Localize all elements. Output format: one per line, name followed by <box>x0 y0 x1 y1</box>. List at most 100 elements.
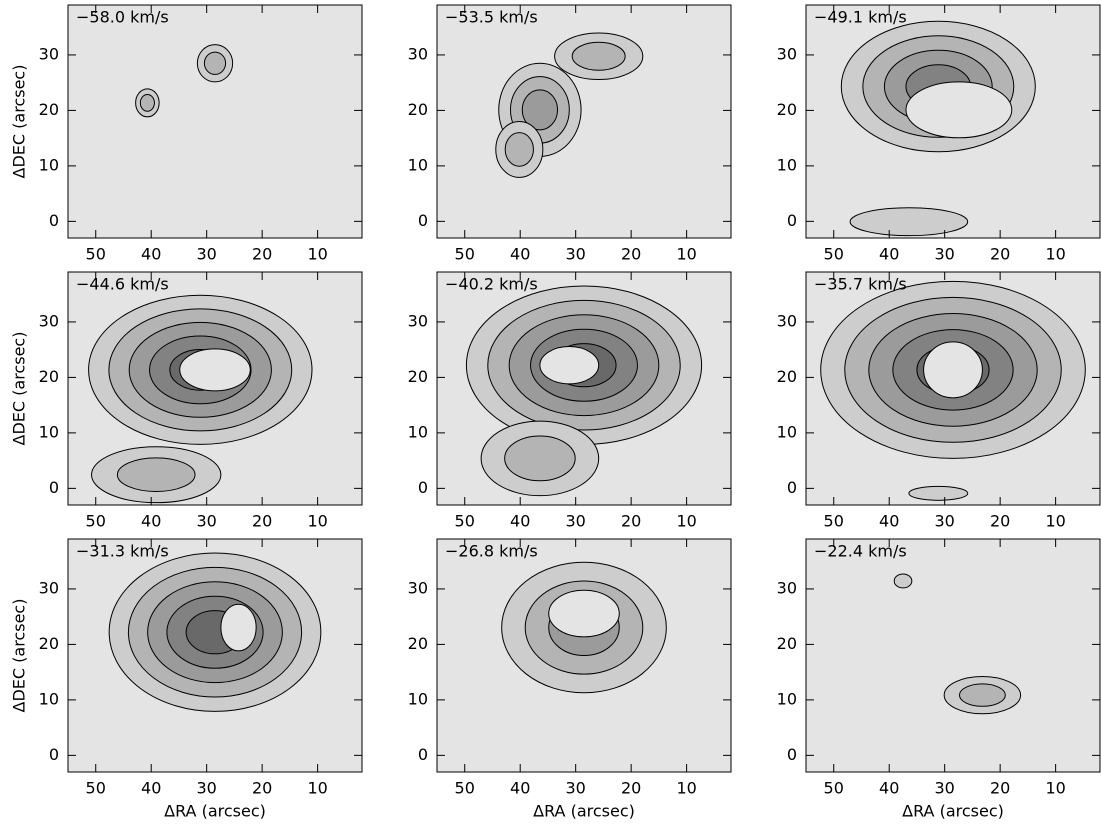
frame <box>67 538 363 773</box>
contour <box>179 348 251 392</box>
contour <box>923 341 983 399</box>
x-tick-label: 20 <box>621 512 641 531</box>
x-tick-label: 30 <box>934 245 954 264</box>
y-axis-label: ΔDEC (arcsec) <box>10 599 29 713</box>
panel-title: −22.4 km/s <box>814 542 907 561</box>
x-tick-label: 10 <box>307 512 327 531</box>
x-tick-label: 50 <box>455 512 475 531</box>
emission <box>135 44 234 118</box>
y-axis-label: ΔDEC (arcsec) <box>10 65 29 179</box>
x-tick-label: 50 <box>824 245 844 264</box>
x-tick-label: 50 <box>455 779 475 798</box>
y-tick-label: 30 <box>39 44 59 63</box>
panel-title: −53.5 km/s <box>445 8 538 27</box>
x-tick-label: 40 <box>879 779 899 798</box>
x-tick-label: 40 <box>141 245 161 264</box>
x-tick-label: 30 <box>934 779 954 798</box>
x-tick-label: 50 <box>86 245 106 264</box>
x-tick-label: 20 <box>621 779 641 798</box>
y-tick-label: 30 <box>777 44 797 63</box>
panel: 50 40 30 20 10 0 10 20 30 −31.3 km/s ΔDEC (arcsec)… <box>10 538 363 821</box>
emission <box>88 294 313 504</box>
y-tick-label: 0 <box>49 211 59 230</box>
x-tick-label: 30 <box>565 779 585 798</box>
contour <box>521 89 559 131</box>
emission <box>465 285 703 497</box>
x-tick-label: 10 <box>1045 512 1065 531</box>
emission <box>840 20 1036 237</box>
contour <box>958 683 1006 707</box>
x-tick-label: 20 <box>252 245 272 264</box>
y-tick-label: 20 <box>408 367 428 386</box>
panel-title: −26.8 km/s <box>445 542 538 561</box>
panel-title: −44.6 km/s <box>76 275 169 294</box>
x-tick-label: 10 <box>1045 245 1065 264</box>
x-tick-label: 40 <box>141 779 161 798</box>
x-tick-label: 40 <box>879 512 899 531</box>
frame <box>805 538 1101 773</box>
y-tick-label: 10 <box>39 155 59 174</box>
x-tick-label: 40 <box>141 512 161 531</box>
y-tick-label: 10 <box>39 689 59 708</box>
map-background <box>68 5 362 238</box>
x-tick-label: 30 <box>196 512 216 531</box>
x-tick-label: 40 <box>510 779 530 798</box>
contour <box>139 93 155 112</box>
contour <box>908 485 969 501</box>
y-tick-label: 10 <box>39 422 59 441</box>
x-tick-label: 40 <box>879 245 899 264</box>
frame <box>67 4 363 239</box>
contour <box>220 603 257 652</box>
panel: 50 40 30 20 10 0 10 20 30 −53.5 km/s <box>408 4 732 264</box>
x-tick-label: 20 <box>990 779 1010 798</box>
contour <box>203 51 227 75</box>
y-tick-label: 10 <box>777 422 797 441</box>
panel: 50 40 30 20 10 0 10 20 30 −58.0 km/s ΔDEC (arcsec) <box>10 4 363 264</box>
x-axis-label: ΔRA (arcsec) <box>902 802 1004 821</box>
x-tick-label: 50 <box>86 779 106 798</box>
frame <box>805 4 1101 239</box>
x-tick-label: 20 <box>990 512 1010 531</box>
x-tick-label: 10 <box>307 245 327 264</box>
panel: 50 40 30 20 10 0 10 20 30 −49.1 km/s <box>777 4 1101 264</box>
contour <box>548 589 620 638</box>
panel-title: −35.7 km/s <box>814 275 907 294</box>
x-tick-label: 20 <box>621 245 641 264</box>
y-tick-label: 20 <box>39 100 59 119</box>
y-tick-label: 10 <box>408 155 428 174</box>
emission <box>893 573 1022 715</box>
y-tick-label: 10 <box>777 689 797 708</box>
y-tick-label: 0 <box>49 745 59 764</box>
emission <box>108 552 322 712</box>
x-tick-label: 40 <box>510 512 530 531</box>
y-tick-label: 30 <box>408 44 428 63</box>
x-tick-label: 50 <box>824 512 844 531</box>
y-tick-label: 0 <box>49 478 59 497</box>
x-tick-label: 10 <box>676 512 696 531</box>
panel: 50 40 30 20 10 0 10 20 30 −35.7 km/s <box>777 271 1101 531</box>
x-axis-label: ΔRA (arcsec) <box>533 802 635 821</box>
y-tick-label: 10 <box>408 689 428 708</box>
y-tick-label: 0 <box>787 211 797 230</box>
y-tick-label: 10 <box>777 155 797 174</box>
panel-title: −49.1 km/s <box>814 8 907 27</box>
y-tick-label: 30 <box>39 311 59 330</box>
panel: 50 40 30 20 10 0 10 20 30 −40.2 km/s <box>408 271 732 531</box>
y-tick-label: 10 <box>408 422 428 441</box>
panel: 50 40 30 20 10 0 10 20 30 −44.6 km/s ΔDEC (arcsec) <box>10 271 363 531</box>
y-tick-label: 0 <box>787 745 797 764</box>
panel-title: −58.0 km/s <box>76 8 169 27</box>
y-tick-label: 30 <box>39 578 59 597</box>
y-tick-label: 20 <box>408 634 428 653</box>
y-tick-label: 20 <box>39 634 59 653</box>
y-axis-label: ΔDEC (arcsec) <box>10 332 29 446</box>
contour <box>539 346 600 385</box>
y-tick-label: 0 <box>418 211 428 230</box>
panel: 50 40 30 20 10 0 10 20 30 −26.8 km/s ΔRA (arcsec) <box>408 538 732 821</box>
x-tick-label: 20 <box>252 512 272 531</box>
x-tick-label: 10 <box>676 779 696 798</box>
contour <box>116 457 196 492</box>
x-tick-label: 40 <box>510 245 530 264</box>
x-tick-label: 30 <box>934 512 954 531</box>
